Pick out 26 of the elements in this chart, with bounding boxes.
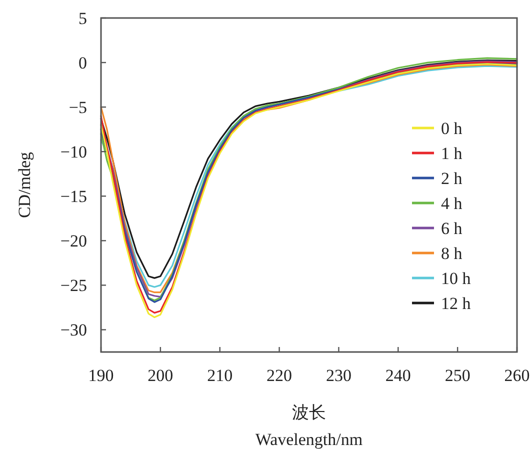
y-axis-title: CD/mdeg [15,151,34,218]
y-tick-label: 5 [78,9,87,28]
legend-label: 6 h [441,219,463,238]
x-tick-label: 200 [148,366,174,385]
y-tick-label: 0 [78,54,87,73]
legend-label: 1 h [441,144,463,163]
x-tick-label: 250 [444,366,470,385]
y-tick-label: −25 [60,276,87,296]
x-tick-label: 260 [504,366,530,385]
x-tick-label: 190 [88,366,114,385]
legend-label: 2 h [441,169,463,188]
y-tick-label: −30 [60,320,87,340]
x-axis-title: 波长 Wavelength/nm [255,403,363,449]
y-tick-label: −5 [68,98,87,118]
x-tick-label: 230 [326,366,352,385]
y-tick-label: −20 [60,232,87,251]
legend-label: 0 h [441,119,463,138]
legend-label: 8 h [441,244,463,263]
x-tick-label: 220 [266,366,292,385]
legend-label: 10 h [441,269,472,288]
legend-label: 4 h [441,194,463,213]
y-tick-label: −10 [60,142,87,162]
x-tick-label: 210 [207,366,233,385]
legend-label: 12 h [441,294,472,313]
y-tick-label: −15 [60,187,87,206]
x-tick-label: 240 [385,366,411,385]
